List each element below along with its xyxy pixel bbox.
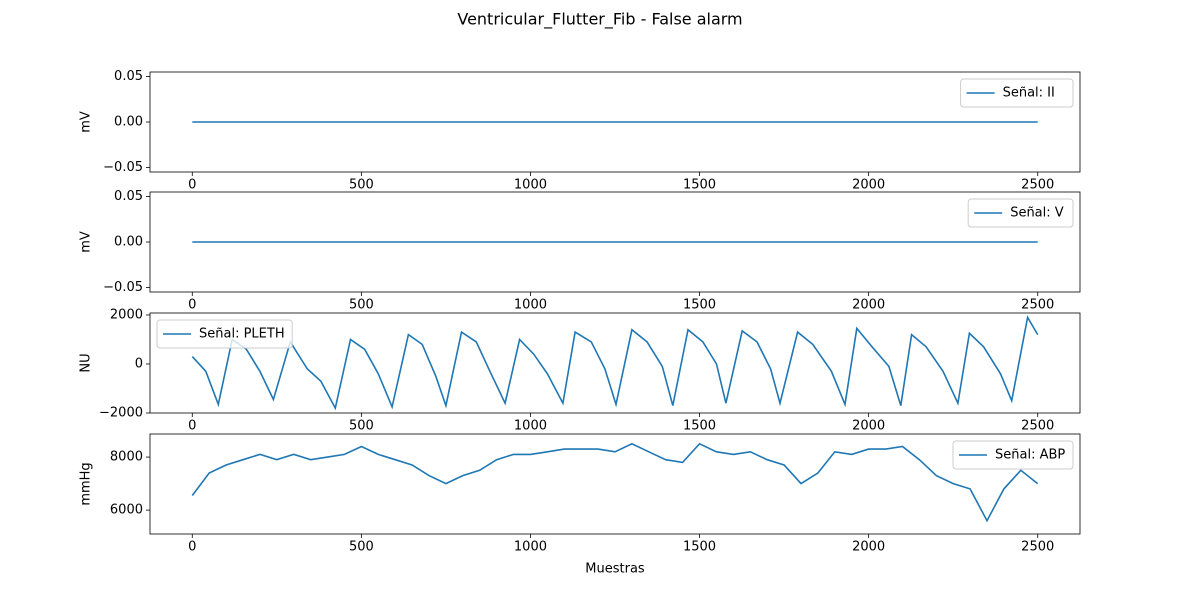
x-tick-label: 500: [349, 298, 374, 313]
x-tick-label: 2500: [1021, 298, 1054, 313]
x-tick-label: 2000: [852, 419, 885, 434]
x-tick-label: 500: [349, 540, 374, 555]
x-tick-label: 0: [188, 178, 196, 193]
y-tick-label: 0.05: [114, 69, 143, 84]
y-tick-label: −0.05: [103, 160, 143, 175]
y-tick-label: 2000: [110, 307, 143, 322]
x-tick-label: 0: [188, 419, 196, 434]
y-axis-label: mV: [79, 111, 94, 133]
x-tick-label: 1500: [683, 540, 716, 555]
x-tick-label: 500: [349, 419, 374, 434]
legend-label: Señal: ABP: [995, 448, 1065, 463]
x-tick-label: 1500: [683, 419, 716, 434]
figure-title: Ventricular_Flutter_Fib - False alarm: [457, 10, 742, 30]
legend-label: Señal: V: [1010, 206, 1064, 221]
axes-frame: [149, 312, 1081, 414]
x-tick-label: 2000: [852, 178, 885, 193]
legend-box: [952, 440, 1074, 470]
x-tick-label: 0: [188, 298, 196, 313]
x-tick-label: 1000: [514, 540, 547, 555]
y-axis-label: mmHg: [79, 462, 94, 505]
x-tick-label: 1500: [683, 298, 716, 313]
x-tick-label: 2500: [1021, 419, 1054, 434]
legend-label: Señal: II: [1003, 86, 1055, 101]
x-tick-label: 1500: [683, 178, 716, 193]
series-line: [191, 442, 1039, 523]
legend-box: [960, 78, 1074, 108]
x-tick-label: 2500: [1021, 178, 1054, 193]
legend-box: [156, 319, 293, 349]
y-tick-label: 0: [135, 356, 143, 371]
legend-box: [967, 198, 1074, 228]
x-tick-label: 2000: [852, 298, 885, 313]
y-tick-label: 0.00: [114, 115, 143, 130]
y-tick-label: 6000: [110, 503, 143, 518]
y-axis-label: NU: [79, 353, 94, 372]
legend-label: Señal: PLETH: [199, 327, 285, 342]
x-tick-label: 2000: [852, 540, 885, 555]
x-axis-label: Muestras: [585, 562, 645, 577]
y-axis-label: mV: [79, 231, 94, 253]
y-tick-label: −2000: [99, 406, 143, 421]
y-tick-label: −0.05: [103, 280, 143, 295]
axes-frame: [149, 433, 1081, 535]
series-line: [191, 315, 1039, 411]
x-tick-label: 1000: [514, 178, 547, 193]
x-tick-label: 1000: [514, 298, 547, 313]
y-tick-label: 0.00: [114, 235, 143, 250]
x-tick-label: 500: [349, 178, 374, 193]
x-tick-label: 1000: [514, 419, 547, 434]
x-tick-label: 2500: [1021, 540, 1054, 555]
y-tick-label: 8000: [110, 450, 143, 465]
y-tick-label: 0.05: [114, 189, 143, 204]
x-tick-label: 0: [188, 540, 196, 555]
